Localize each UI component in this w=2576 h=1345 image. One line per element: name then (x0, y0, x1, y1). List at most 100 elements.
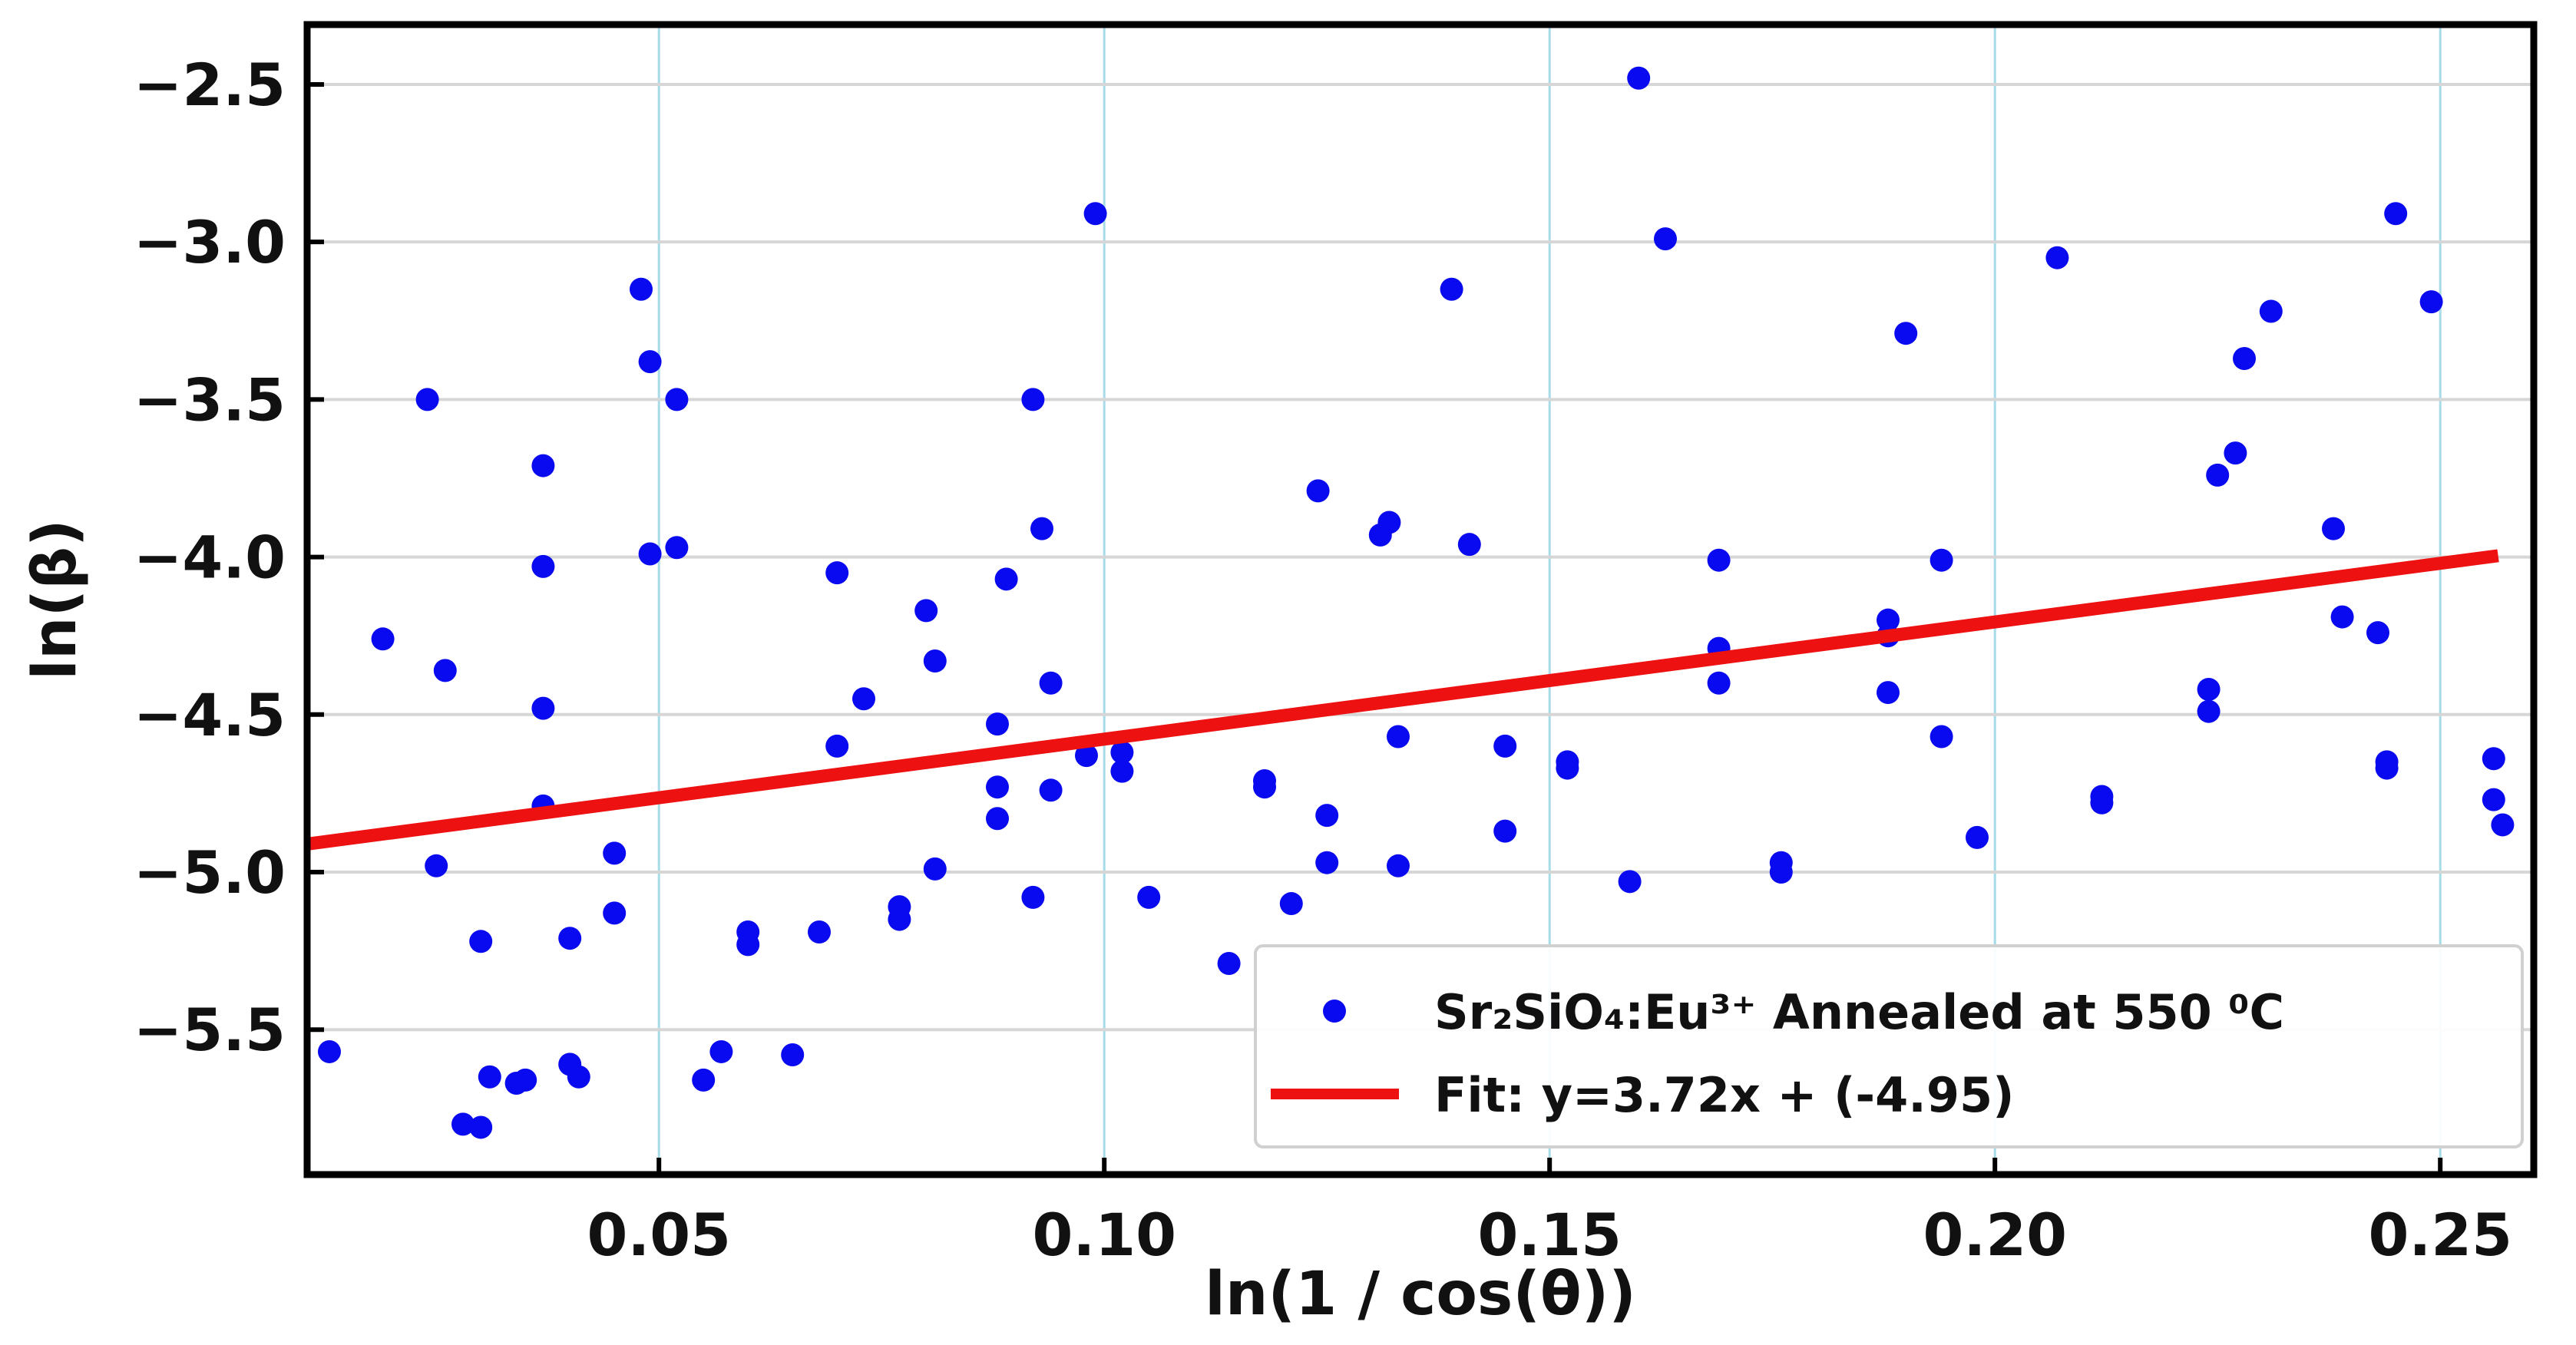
x-axis-label: ln(1 / cos(θ)) (1205, 1260, 1636, 1329)
data-point (781, 1043, 805, 1067)
data-point (433, 659, 457, 682)
data-point (2224, 441, 2247, 465)
data-point (2384, 202, 2408, 226)
data-point (2197, 699, 2221, 723)
data-point (531, 454, 555, 478)
data-point (1306, 479, 1330, 503)
data-point (1039, 671, 1063, 695)
data-point (692, 1068, 716, 1092)
legend-marker-scatter (1323, 1000, 1346, 1023)
y-axis-label: ln(β) (21, 519, 90, 679)
data-point (1083, 202, 1107, 226)
data-point (2419, 290, 2443, 314)
data-point (994, 567, 1018, 591)
data-point (2206, 463, 2230, 487)
data-point (478, 1065, 501, 1089)
x-tick-label: 0.10 (1032, 1201, 1176, 1269)
data-point (2366, 621, 2389, 645)
data-point (914, 599, 938, 623)
data-point (425, 854, 448, 877)
data-point (1966, 825, 1989, 849)
fit-line-layer (306, 549, 2499, 851)
data-point (825, 734, 849, 758)
data-point (1387, 854, 1410, 877)
data-point (1556, 756, 1579, 780)
data-point (1493, 819, 1517, 843)
legend: Sr₂SiO₄:Eu³⁺ Annealed at 550 ⁰C Fit: y=3… (1254, 944, 2524, 1148)
data-point (2330, 605, 2354, 629)
data-point (986, 775, 1009, 799)
data-point (2491, 813, 2515, 837)
data-point (709, 1039, 733, 1063)
data-point (1039, 778, 1063, 802)
data-point (469, 1115, 493, 1139)
x-tick-label: 0.15 (1477, 1201, 1622, 1269)
data-point (2259, 299, 2283, 323)
data-point (665, 536, 689, 560)
data-point (514, 1068, 537, 1092)
data-point (1110, 759, 1134, 783)
data-point (986, 807, 1009, 831)
data-point (1253, 775, 1276, 799)
data-point (1315, 851, 1339, 874)
data-point (2375, 756, 2399, 780)
x-tick-label: 0.05 (587, 1201, 731, 1269)
data-point (1110, 741, 1134, 765)
data-point (665, 388, 689, 411)
data-point (1877, 608, 1900, 632)
data-point (1075, 744, 1098, 768)
data-point (2322, 517, 2345, 540)
data-point (469, 930, 493, 953)
data-point (1930, 725, 1953, 749)
data-point (1894, 322, 1918, 345)
data-point (1387, 725, 1410, 749)
data-point (318, 1039, 341, 1063)
data-point (2045, 246, 2069, 269)
data-point (1217, 952, 1241, 976)
x-tick-label: 0.20 (1923, 1201, 2067, 1269)
fit-line (306, 549, 2499, 851)
data-point (923, 649, 947, 673)
data-point (2090, 791, 2114, 815)
y-tick-label: −5.0 (134, 838, 286, 907)
data-point (1627, 66, 1651, 90)
data-point (603, 841, 627, 865)
y-tick-label: −4.5 (134, 681, 286, 749)
data-point (558, 927, 582, 950)
data-point (888, 907, 911, 931)
y-tick-label: −3.5 (134, 365, 286, 434)
legend-box (1254, 944, 2524, 1148)
x-tick-label: 0.25 (2368, 1201, 2512, 1269)
data-point (1493, 734, 1517, 758)
data-point (1769, 861, 1793, 884)
y-tick-label: −5.5 (134, 996, 286, 1064)
data-point (1618, 870, 1642, 894)
data-point (1021, 885, 1045, 909)
data-points (318, 66, 2515, 1139)
data-point (2482, 747, 2505, 771)
tick-labels: 0.05 0.10 0.15 0.20 0.25 −2.5 −3.0 −3.5 −4.0 −4.5… (134, 51, 2512, 1269)
data-point (1707, 671, 1731, 695)
data-point (923, 857, 947, 881)
data-point (1137, 885, 1161, 909)
data-point (531, 554, 555, 578)
data-point (603, 901, 627, 925)
data-point (1877, 681, 1900, 705)
data-point (1279, 892, 1303, 916)
data-point (567, 1065, 590, 1089)
data-point (2233, 347, 2256, 371)
data-point (1440, 277, 1463, 301)
data-point (1030, 517, 1053, 540)
data-point (630, 277, 653, 301)
y-tick-label: −4.0 (134, 524, 286, 592)
data-point (2482, 788, 2505, 811)
data-point (1021, 388, 1045, 411)
data-point (1654, 227, 1677, 251)
data-point (825, 561, 849, 585)
data-point (808, 920, 831, 943)
y-tick-label: −2.5 (134, 51, 286, 119)
data-point (1930, 548, 1953, 572)
data-point (415, 388, 439, 411)
data-point (1707, 548, 1731, 572)
